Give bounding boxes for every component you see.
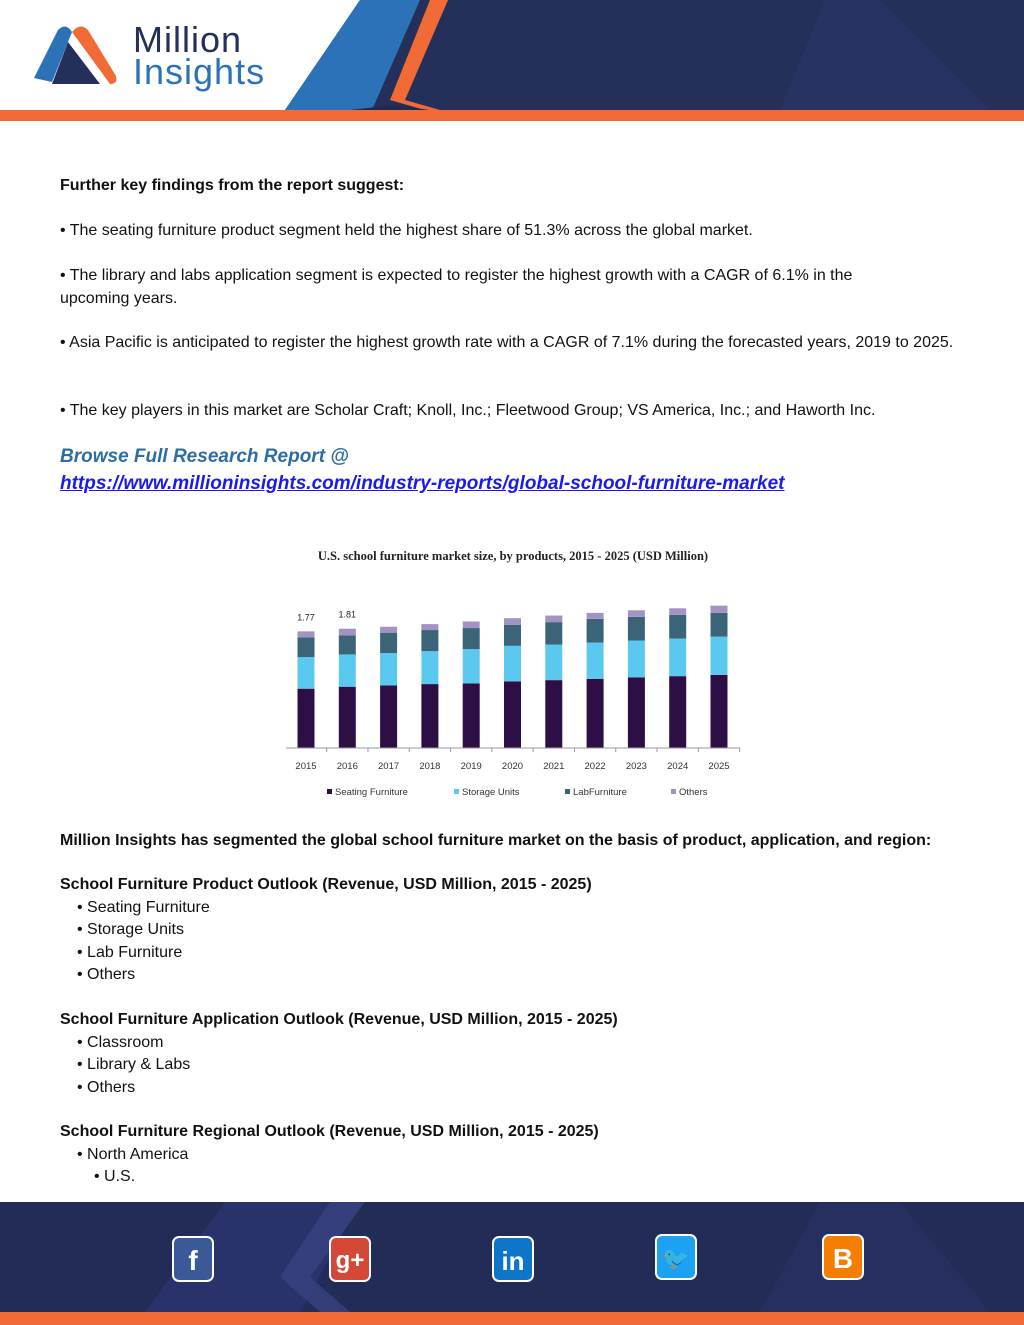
- product-outlook-heading: School Furniture Product Outlook (Revenu…: [60, 876, 592, 893]
- bar-labfurniture-2021: [545, 622, 563, 645]
- report-link[interactable]: https://www.millioninsights.com/industry…: [60, 473, 785, 494]
- x-tick-label: 2015: [295, 761, 316, 772]
- stacked-bar-chart: U.S. school furniture market size, by pr…: [286, 549, 741, 798]
- google-plus-icon[interactable]: g+: [329, 1236, 371, 1282]
- legend-label: Others: [679, 787, 708, 798]
- bar-storage-units-2023: [627, 640, 645, 678]
- list-item: • Classroom: [77, 1034, 164, 1051]
- findings-heading: Further key findings from the report sug…: [60, 177, 405, 194]
- x-tick-label: 2021: [543, 761, 564, 772]
- list-item: • Lab Furniture: [77, 944, 183, 961]
- list-item: • Others: [77, 1079, 136, 1096]
- bar-storage-units-2021: [545, 644, 563, 681]
- logo-icon: [34, 26, 117, 85]
- x-tick-label: 2022: [585, 761, 606, 772]
- bar-labfurniture-2018: [421, 630, 439, 652]
- page-header-banner: [0, 0, 1024, 121]
- x-tick-label: 2017: [378, 761, 399, 772]
- x-tick-label: 2025: [708, 761, 729, 772]
- legend-label: Seating Furniture: [335, 787, 408, 798]
- finding-bullet: • The seating furniture product segment …: [60, 222, 753, 239]
- bar-labfurniture-2015: [297, 637, 315, 658]
- blogger-icon[interactable]: B: [822, 1234, 864, 1280]
- logo-text-million: Million: [133, 19, 243, 60]
- bar-others-2018: [421, 624, 439, 631]
- x-tick-label: 2019: [461, 761, 482, 772]
- bar-seating-furniture-2020: [504, 681, 521, 748]
- bar-seating-furniture-2024: [669, 676, 687, 748]
- chart-title: U.S. school furniture market size, by pr…: [318, 549, 708, 563]
- bar-others-2021: [545, 615, 563, 623]
- x-tick-label: 2018: [419, 761, 440, 772]
- bar-storage-units-2015: [297, 657, 315, 689]
- bar-others-2020: [504, 618, 521, 625]
- facebook-icon[interactable]: f: [172, 1236, 214, 1282]
- bar-others-2022: [586, 612, 604, 619]
- legend-swatch: [565, 789, 570, 794]
- bar-storage-units-2019: [462, 649, 480, 684]
- bar-storage-units-2020: [504, 645, 521, 682]
- bar-labfurniture-2022: [586, 618, 604, 643]
- bar-seating-furniture-2025: [710, 674, 728, 748]
- legend-swatch: [454, 789, 459, 794]
- bar-seating-furniture-2018: [421, 684, 439, 748]
- linkedin-icon[interactable]: in: [492, 1236, 534, 1282]
- bar-seating-furniture-2017: [380, 685, 398, 748]
- bar-labfurniture-2017: [380, 632, 398, 654]
- legend-swatch: [671, 789, 676, 794]
- bar-others-2023: [627, 610, 645, 617]
- bar-labfurniture-2019: [462, 628, 480, 650]
- twitter-icon[interactable]: 🐦: [655, 1234, 697, 1280]
- list-item: • Library & Labs: [77, 1056, 191, 1073]
- bar-storage-units-2022: [586, 642, 604, 679]
- bar-storage-units-2025: [710, 636, 728, 675]
- list-item: • Storage Units: [77, 921, 184, 938]
- x-tick-label: 2016: [337, 761, 358, 772]
- bar-storage-units-2024: [669, 638, 687, 677]
- bar-others-2025: [710, 605, 728, 613]
- browse-label: Browse Full Research Report @: [60, 446, 349, 467]
- bar-storage-units-2016: [338, 654, 356, 687]
- data-label: 1.81: [339, 610, 357, 620]
- bar-labfurniture-2016: [338, 635, 356, 655]
- bar-storage-units-2017: [380, 653, 398, 686]
- legend-label: LabFurniture: [573, 787, 627, 798]
- bar-others-2017: [380, 626, 398, 633]
- finding-bullet: • The key players in this market are Sch…: [60, 402, 876, 419]
- x-tick-label: 2023: [626, 761, 647, 772]
- bar-labfurniture-2025: [710, 612, 728, 637]
- application-outlook-heading: School Furniture Application Outlook (Re…: [60, 1011, 618, 1028]
- legend-label: Storage Units: [462, 787, 520, 798]
- regional-outlook-heading: School Furniture Regional Outlook (Reven…: [60, 1123, 599, 1140]
- bar-others-2016: [338, 628, 356, 636]
- bar-storage-units-2018: [421, 651, 439, 685]
- logo-text-insights: Insights: [133, 51, 266, 92]
- bar-seating-furniture-2021: [545, 680, 563, 748]
- finding-bullet: • The library and labs application segme…: [60, 267, 853, 307]
- finding-bullet: • Asia Pacific is anticipated to registe…: [60, 334, 954, 351]
- legend-swatch: [327, 789, 332, 794]
- bar-labfurniture-2020: [504, 624, 521, 646]
- list-subitem: • U.S.: [94, 1168, 136, 1185]
- bar-seating-furniture-2019: [462, 683, 480, 748]
- bar-others-2024: [669, 608, 687, 615]
- list-item: • Others: [77, 966, 136, 983]
- bar-labfurniture-2024: [669, 614, 687, 639]
- bar-seating-furniture-2016: [338, 686, 356, 748]
- data-label: 1.77: [297, 612, 315, 622]
- bar-seating-furniture-2022: [586, 678, 604, 748]
- bar-seating-furniture-2015: [297, 688, 315, 748]
- bar-labfurniture-2023: [627, 616, 645, 641]
- bar-seating-furniture-2023: [627, 677, 645, 748]
- segmentation-intro: Million Insights has segmented the globa…: [60, 832, 932, 849]
- bar-others-2019: [462, 621, 480, 629]
- bar-others-2015: [297, 631, 315, 638]
- x-tick-label: 2024: [667, 761, 688, 772]
- list-item: • Seating Furniture: [77, 899, 210, 916]
- list-item: • North America: [77, 1146, 189, 1163]
- x-tick-label: 2020: [502, 761, 523, 772]
